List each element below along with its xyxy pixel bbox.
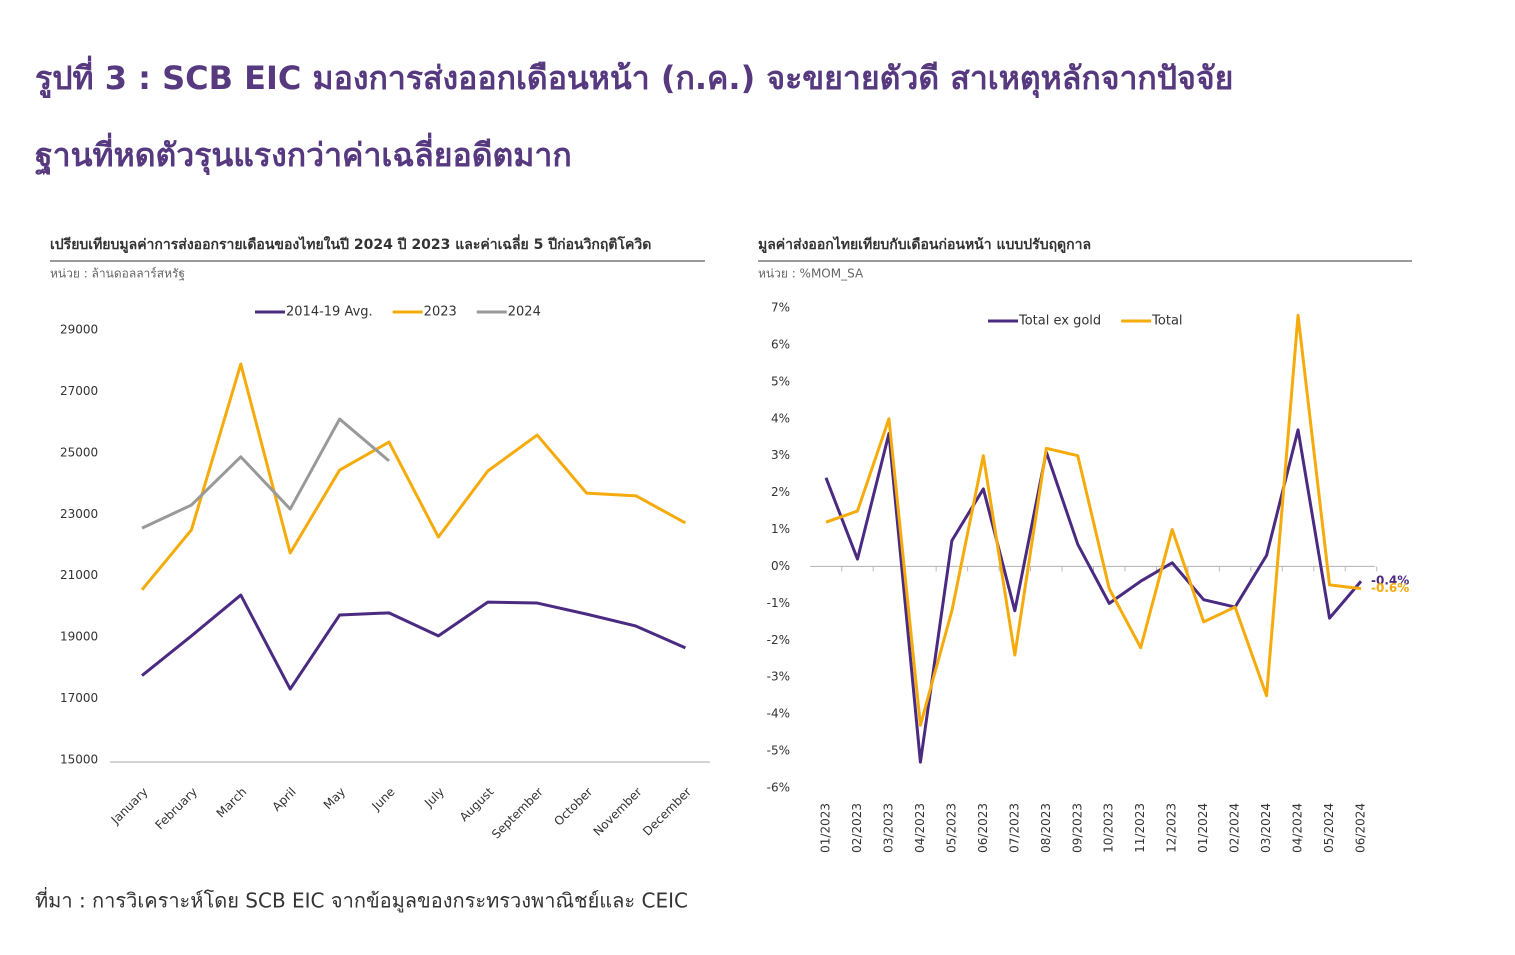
y-tick-label: 0% [771, 559, 790, 573]
y-tick-label: 15000 [60, 753, 98, 767]
series-line [825, 313, 1362, 727]
y-tick-label: 2% [771, 485, 790, 499]
y-tick-label: -1% [767, 596, 790, 610]
chart-subtitle: หน่วย : %MOM_SA [758, 267, 864, 281]
x-tick-label: 09/2023 [1070, 803, 1084, 853]
x-tick-label: 01/2024 [1196, 803, 1210, 853]
x-tick-label: August [457, 784, 497, 824]
x-tick-label: November [591, 785, 645, 839]
x-tick-label: 03/2024 [1259, 803, 1273, 853]
y-tick-label: -2% [767, 633, 790, 647]
source: ที่มา : การวิเคราะห์โดย SCB EIC จากข้อมู… [35, 887, 688, 914]
y-tick-label: 19000 [60, 630, 98, 644]
y-tick-label: 27000 [60, 384, 98, 398]
y-tick-label: 6% [771, 337, 790, 351]
y-tick-label: 4% [771, 411, 790, 425]
x-tick-label: July [421, 785, 447, 811]
y-tick-label: 29000 [60, 323, 98, 337]
series-line [141, 593, 687, 691]
y-tick-label: 23000 [60, 507, 98, 521]
legend-label: 2024 [508, 305, 541, 320]
x-tick-label: 05/2024 [1322, 803, 1336, 853]
legend-label: Total [1151, 314, 1182, 329]
y-tick-label: -3% [767, 670, 790, 684]
x-tick-label: April [269, 785, 298, 814]
chart-title: มูลค่าส่งออกไทยเทียบกับเดือนก่อนหน้า แบบ… [758, 235, 1091, 253]
x-tick-label: 02/2024 [1228, 803, 1242, 853]
x-tick-label: February [152, 785, 200, 833]
x-tick-label: 03/2023 [881, 803, 895, 853]
x-tick-label: 12/2023 [1165, 803, 1179, 853]
x-tick-label: December [640, 785, 694, 839]
y-tick-label: 25000 [60, 445, 98, 459]
y-tick-label: -4% [767, 707, 790, 721]
series-line [141, 417, 390, 530]
x-tick-label: May [321, 785, 348, 812]
x-tick-label: 06/2024 [1353, 803, 1367, 853]
chart-title: เปรียบเทียบมูลค่าการส่งออกรายเดือนของไทย… [50, 234, 651, 253]
x-tick-label: June [369, 785, 398, 814]
x-tick-label: 08/2023 [1039, 803, 1053, 853]
page-title: ฐานที่หดตัวรุนแรงกว่าค่าเฉลี่ยอดีตมาก [35, 132, 572, 176]
y-tick-label: -6% [767, 781, 790, 795]
x-tick-label: 05/2023 [944, 803, 958, 853]
x-tick-label: 04/2024 [1291, 803, 1305, 853]
x-tick-label: March [214, 785, 250, 821]
x-tick-label: 07/2023 [1007, 803, 1021, 853]
value-label: -0.6% [1371, 581, 1409, 595]
y-tick-label: 3% [771, 448, 790, 462]
chart-subtitle: หน่วย : ล้านดอลลาร์สหรัฐ [50, 267, 185, 281]
value-label: -0.4% [1371, 574, 1409, 588]
y-tick-label: 21000 [60, 568, 98, 582]
y-tick-label: 1% [771, 522, 790, 536]
y-tick-label: 7% [771, 301, 790, 315]
legend-label: 2014-19 Avg. [286, 305, 373, 320]
y-tick-label: 17000 [60, 691, 98, 705]
series-line [140, 362, 687, 591]
page-title: รูปที่ 3 : SCB EIC มองการส่งออกเดือนหน้า… [35, 55, 1233, 99]
legend-label: 2023 [424, 305, 457, 320]
series-line [824, 428, 1363, 764]
y-tick-label: -5% [767, 744, 790, 758]
y-tick-label: 5% [771, 374, 790, 388]
x-tick-label: 06/2023 [976, 803, 990, 853]
x-tick-label: January [108, 785, 151, 828]
x-tick-label: 02/2023 [850, 803, 864, 853]
x-tick-label: 11/2023 [1133, 803, 1147, 853]
legend-label: Total ex gold [1018, 314, 1101, 329]
x-tick-label: 04/2023 [913, 803, 927, 853]
x-tick-label: 10/2023 [1102, 803, 1116, 853]
x-tick-label: 01/2023 [819, 803, 833, 853]
x-tick-label: September [489, 785, 546, 842]
x-tick-label: October [551, 785, 595, 829]
